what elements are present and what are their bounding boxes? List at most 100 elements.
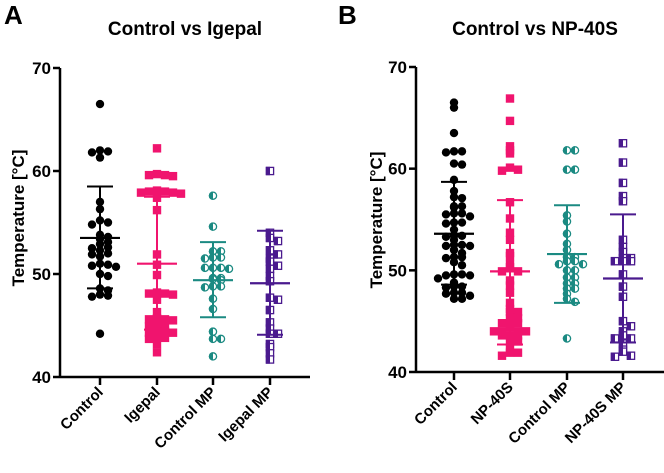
marker-fill <box>618 139 623 148</box>
marker-fill <box>265 277 270 286</box>
data-point <box>618 178 628 188</box>
data-point <box>618 138 628 148</box>
series-control <box>80 99 121 338</box>
marker-fill <box>626 256 631 266</box>
marker-fill <box>562 217 567 226</box>
marker-fill <box>570 256 575 266</box>
data-point <box>513 337 523 346</box>
chart-title: Control vs NP-40S <box>452 19 618 40</box>
data-point <box>449 288 459 297</box>
data-point <box>513 307 523 317</box>
series-np-40s-mp <box>603 138 643 361</box>
data-point <box>457 252 467 262</box>
data-point <box>465 291 475 300</box>
marker-fill <box>265 342 270 352</box>
marker-fill <box>626 351 631 360</box>
marker-fill <box>208 253 213 262</box>
marker-fill <box>265 233 270 243</box>
marker-fill <box>208 334 213 344</box>
series-igepal <box>136 144 186 357</box>
marker-fill <box>265 324 270 333</box>
data-point <box>457 147 467 156</box>
data-point <box>144 170 154 180</box>
marker-fill <box>562 146 567 155</box>
data-point <box>152 144 162 153</box>
marker-fill <box>208 294 213 303</box>
data-point <box>626 321 636 331</box>
data-point <box>489 327 499 336</box>
x-tick-label: Igepal MP <box>215 384 277 446</box>
marker-fill <box>265 293 270 302</box>
data-point <box>497 166 507 175</box>
marker-fill <box>224 264 229 274</box>
x-tick-label: NP-40S <box>468 379 517 428</box>
data-point <box>570 146 580 155</box>
data-point <box>626 256 636 266</box>
data-point <box>160 333 170 343</box>
data-point <box>578 259 588 269</box>
marker-fill <box>208 327 213 336</box>
data-point <box>95 290 105 299</box>
y-tick-label: 60 <box>388 160 407 179</box>
marker-fill <box>216 334 221 344</box>
chart-title: Control vs Igepal <box>108 19 262 40</box>
marker-fill <box>200 263 205 273</box>
data-point <box>144 289 154 298</box>
marker-fill <box>265 349 270 358</box>
data-point <box>497 319 507 328</box>
marker-fill <box>265 271 270 281</box>
data-point <box>457 160 467 169</box>
data-point <box>144 334 154 344</box>
marker-fill <box>618 242 623 252</box>
data-point <box>160 315 170 324</box>
data-point <box>103 243 113 252</box>
data-point <box>160 289 170 298</box>
marker-fill <box>265 228 270 237</box>
marker-fill <box>265 329 270 338</box>
marker-fill <box>570 165 575 174</box>
data-point <box>87 148 97 157</box>
data-point <box>449 294 459 303</box>
panel-letter: B <box>338 0 357 30</box>
marker-fill <box>570 266 575 275</box>
data-point <box>144 187 154 196</box>
marker-fill <box>562 334 567 343</box>
marker-fill <box>570 146 575 155</box>
marker-fill <box>618 247 623 257</box>
data-point <box>449 103 459 112</box>
data-point <box>208 191 218 200</box>
data-point <box>562 334 572 343</box>
data-point <box>618 347 628 356</box>
marker-fill <box>618 197 623 206</box>
data-point <box>441 289 451 298</box>
marker-fill <box>610 352 615 361</box>
data-point <box>618 158 628 167</box>
marker-fill <box>562 229 567 238</box>
data-point <box>457 288 467 297</box>
marker-fill <box>216 282 221 291</box>
marker-fill <box>618 282 623 291</box>
marker-fill <box>273 236 278 246</box>
marker-fill <box>554 260 559 269</box>
series-igepal-mp <box>250 166 290 364</box>
marker-fill <box>562 256 567 266</box>
data-point <box>200 283 210 292</box>
data-point <box>152 339 162 349</box>
data-point <box>497 331 507 340</box>
marker-fill <box>265 264 270 274</box>
data-point <box>152 333 162 343</box>
data-point <box>626 334 636 343</box>
series-control-mp <box>547 146 588 343</box>
data-point <box>513 319 523 328</box>
data-point <box>103 218 113 227</box>
marker-fill <box>562 294 567 303</box>
data-point <box>570 256 580 266</box>
data-point <box>449 147 459 156</box>
data-point <box>103 291 113 300</box>
marker-fill <box>618 331 623 340</box>
marker-fill <box>216 263 221 273</box>
x-tick-label: Igepal <box>121 384 164 427</box>
data-point <box>111 262 121 271</box>
data-point <box>208 222 218 231</box>
